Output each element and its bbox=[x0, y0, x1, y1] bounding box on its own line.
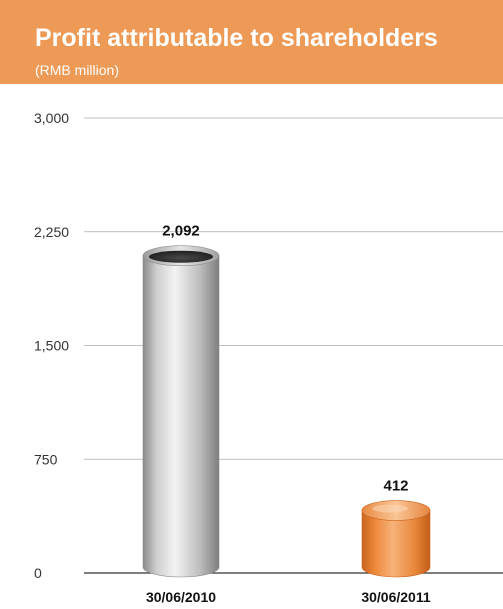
bar-body bbox=[142, 255, 220, 578]
bar-30-06-2011 bbox=[361, 500, 431, 578]
y-tick-label: 1,500 bbox=[34, 338, 69, 354]
chart-title: Profit attributable to shareholders bbox=[35, 24, 438, 52]
data-label: 412 bbox=[383, 478, 408, 495]
data-label: 2,092 bbox=[162, 223, 200, 240]
x-tick-label: 30/06/2010 bbox=[146, 589, 216, 605]
bar-top-opening bbox=[149, 250, 213, 263]
bar-top bbox=[361, 500, 431, 521]
y-tick-label: 2,250 bbox=[34, 224, 69, 240]
bar-top-highlight bbox=[372, 504, 408, 513]
y-tick-label: 3,000 bbox=[34, 110, 69, 126]
x-tick-label: 30/06/2011 bbox=[361, 589, 431, 605]
chart-subtitle: (RMB million) bbox=[35, 62, 119, 78]
bar-body bbox=[361, 510, 431, 578]
y-tick-label: 0 bbox=[34, 565, 42, 581]
chart-header: Profit attributable to shareholders (RMB… bbox=[0, 0, 503, 84]
bar-chart: 0 750 1,500 2,250 3,000 2,092 30/06/2010 412 30/… bbox=[34, 110, 503, 605]
bar-30-06-2010 bbox=[142, 245, 220, 578]
y-tick-label: 750 bbox=[34, 451, 58, 467]
